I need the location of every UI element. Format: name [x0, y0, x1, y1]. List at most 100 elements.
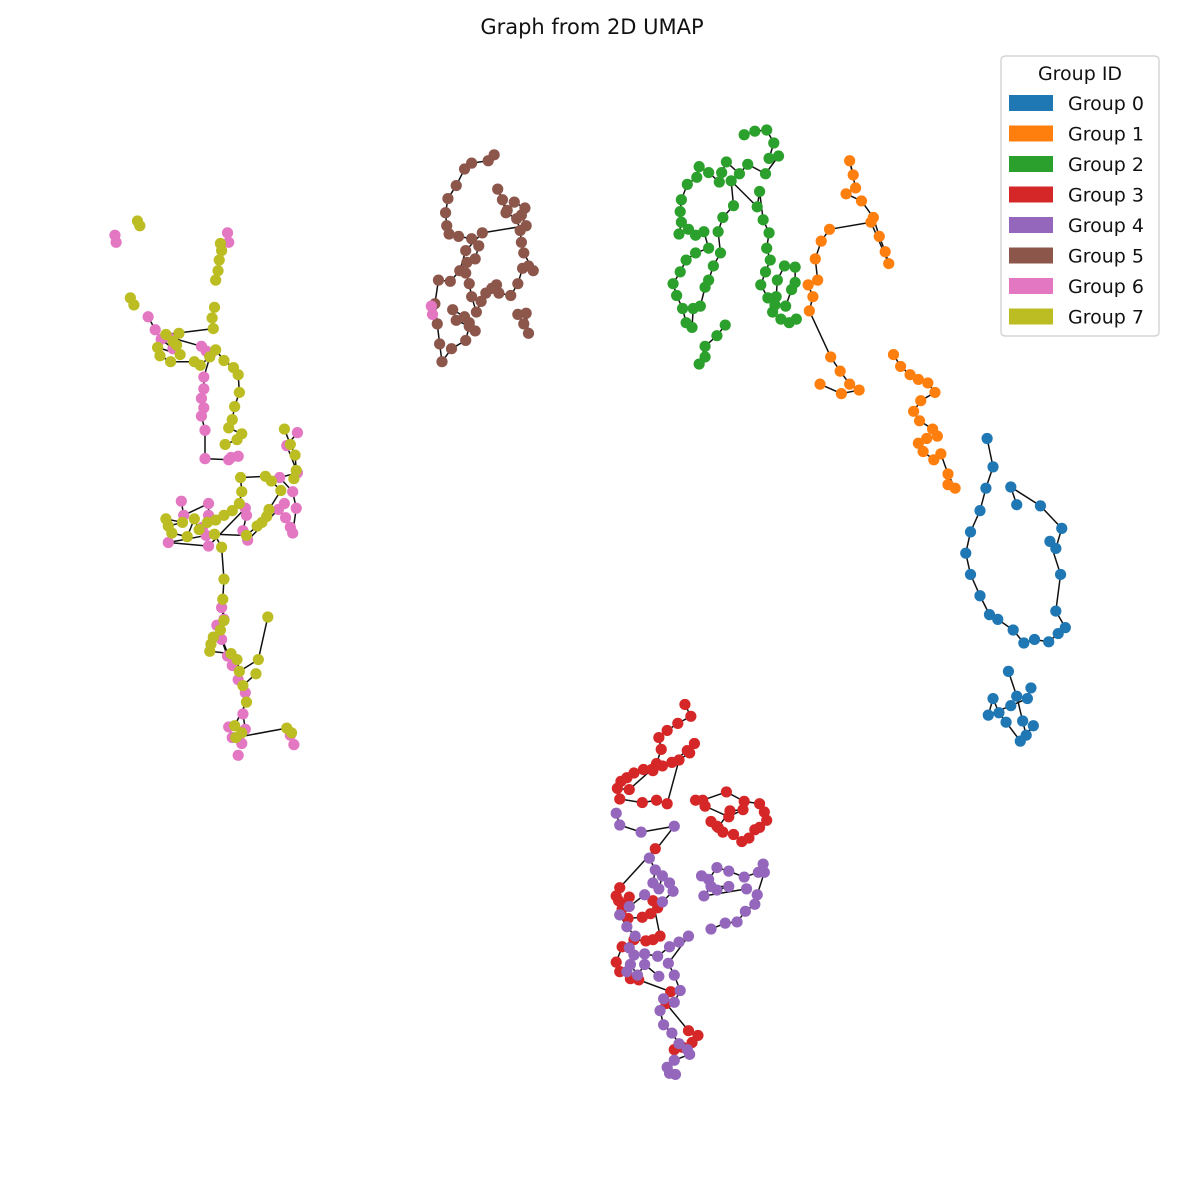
node-point-group-4 — [752, 866, 765, 878]
node-point-group-4 — [668, 820, 680, 832]
node-point-group-2 — [755, 279, 767, 291]
node-point-group-0 — [1018, 637, 1030, 649]
node-point-group-2 — [767, 306, 779, 318]
node-point-group-4 — [684, 1048, 696, 1060]
node-point-group-7 — [234, 471, 247, 484]
node-point-group-4 — [663, 941, 676, 953]
node-point-group-1 — [912, 437, 924, 449]
node-point-group-3 — [738, 795, 750, 807]
legend-label-group-1: Group 1 — [1068, 124, 1144, 146]
node-point-group-3 — [684, 747, 696, 759]
graph-edge — [730, 180, 758, 208]
node-point-group-5 — [501, 204, 513, 216]
node-point-group-2 — [676, 302, 689, 315]
node-point-group-3 — [672, 717, 684, 729]
node-point-group-1 — [942, 468, 954, 480]
node-point-group-4 — [719, 917, 731, 929]
node-point-group-4 — [614, 819, 626, 831]
node-point-group-1 — [921, 432, 933, 445]
node-point-group-0 — [1054, 568, 1067, 581]
node-point-group-5 — [515, 209, 528, 221]
node-point-group-2 — [727, 200, 740, 212]
node-point-group-7 — [231, 434, 243, 446]
node-point-group-4 — [658, 993, 670, 1005]
node-point-group-7 — [265, 475, 277, 487]
node-point-group-6 — [279, 512, 292, 524]
node-point-group-3 — [623, 891, 635, 903]
node-point-group-6 — [198, 371, 210, 383]
node-point-group-1 — [840, 188, 852, 200]
node-point-group-3 — [610, 956, 622, 968]
node-point-group-2 — [763, 227, 775, 239]
node-point-group-7 — [285, 727, 298, 739]
node-point-group-0 — [974, 505, 986, 517]
node-point-group-1 — [873, 230, 885, 242]
node-point-group-1 — [853, 384, 865, 396]
node-point-group-7 — [134, 220, 146, 232]
node-point-group-6 — [198, 383, 210, 395]
node-point-group-1 — [812, 274, 824, 286]
node-point-group-3 — [679, 698, 691, 711]
node-point-group-1 — [809, 253, 821, 265]
legend-swatch-group-0 — [1009, 95, 1053, 111]
node-point-group-7 — [218, 509, 230, 521]
node-point-group-1 — [825, 351, 837, 363]
node-point-group-2 — [699, 340, 711, 352]
legend-swatch-group-6 — [1009, 278, 1053, 294]
chart-title: Graph from 2D UMAP — [480, 15, 703, 39]
node-point-group-7 — [181, 531, 193, 543]
node-point-group-6 — [195, 410, 208, 422]
node-point-group-2 — [768, 137, 780, 149]
node-point-group-7 — [229, 720, 241, 732]
node-point-group-2 — [725, 175, 737, 187]
node-point-group-4 — [652, 950, 664, 962]
node-point-group-1 — [904, 369, 916, 381]
node-point-group-7 — [218, 614, 230, 627]
node-point-group-6 — [287, 527, 299, 539]
node-point-group-4 — [639, 948, 651, 960]
node-point-group-2 — [742, 158, 754, 170]
node-point-group-5 — [445, 343, 458, 355]
node-point-group-7 — [289, 449, 301, 461]
node-point-group-0 — [1050, 605, 1062, 617]
node-point-group-5 — [508, 196, 520, 208]
node-point-group-7 — [160, 328, 172, 341]
node-point-group-2 — [693, 161, 705, 173]
node-point-group-2 — [789, 261, 801, 273]
graph-edge — [666, 759, 680, 804]
node-point-group-4 — [674, 984, 686, 997]
node-point-group-4 — [639, 958, 651, 971]
node-point-group-5 — [439, 207, 452, 219]
node-point-group-4 — [639, 889, 651, 901]
node-point-group-4 — [653, 970, 665, 982]
node-point-group-5 — [512, 308, 524, 321]
node-point-group-6 — [240, 509, 253, 521]
legend-label-group-2: Group 2 — [1068, 154, 1144, 176]
node-point-group-7 — [194, 359, 206, 371]
node-point-group-5 — [476, 227, 488, 239]
legend-label-group-5: Group 5 — [1068, 246, 1144, 268]
node-point-group-3 — [637, 763, 650, 776]
node-point-group-5 — [493, 287, 505, 299]
node-point-group-5 — [454, 265, 466, 277]
node-point-group-3 — [665, 986, 677, 998]
node-point-group-6 — [288, 739, 300, 751]
node-point-group-2 — [716, 166, 728, 179]
graph-edge — [1010, 486, 1041, 507]
node-point-group-1 — [922, 377, 934, 389]
node-point-group-5 — [512, 278, 524, 290]
node-point-group-7 — [288, 473, 300, 485]
node-point-group-2 — [771, 274, 783, 286]
node-point-group-0 — [1000, 716, 1012, 728]
node-point-group-3 — [720, 786, 733, 798]
node-point-group-6 — [199, 424, 211, 436]
node-point-group-7 — [193, 523, 205, 536]
node-point-group-2 — [761, 124, 773, 136]
node-point-group-1 — [802, 279, 814, 291]
node-point-group-2 — [761, 242, 773, 254]
node-point-group-2 — [674, 266, 686, 278]
node-point-group-5 — [431, 318, 443, 330]
node-point-group-5 — [505, 289, 517, 302]
node-point-group-0 — [982, 709, 994, 721]
node-point-group-7 — [165, 356, 177, 368]
